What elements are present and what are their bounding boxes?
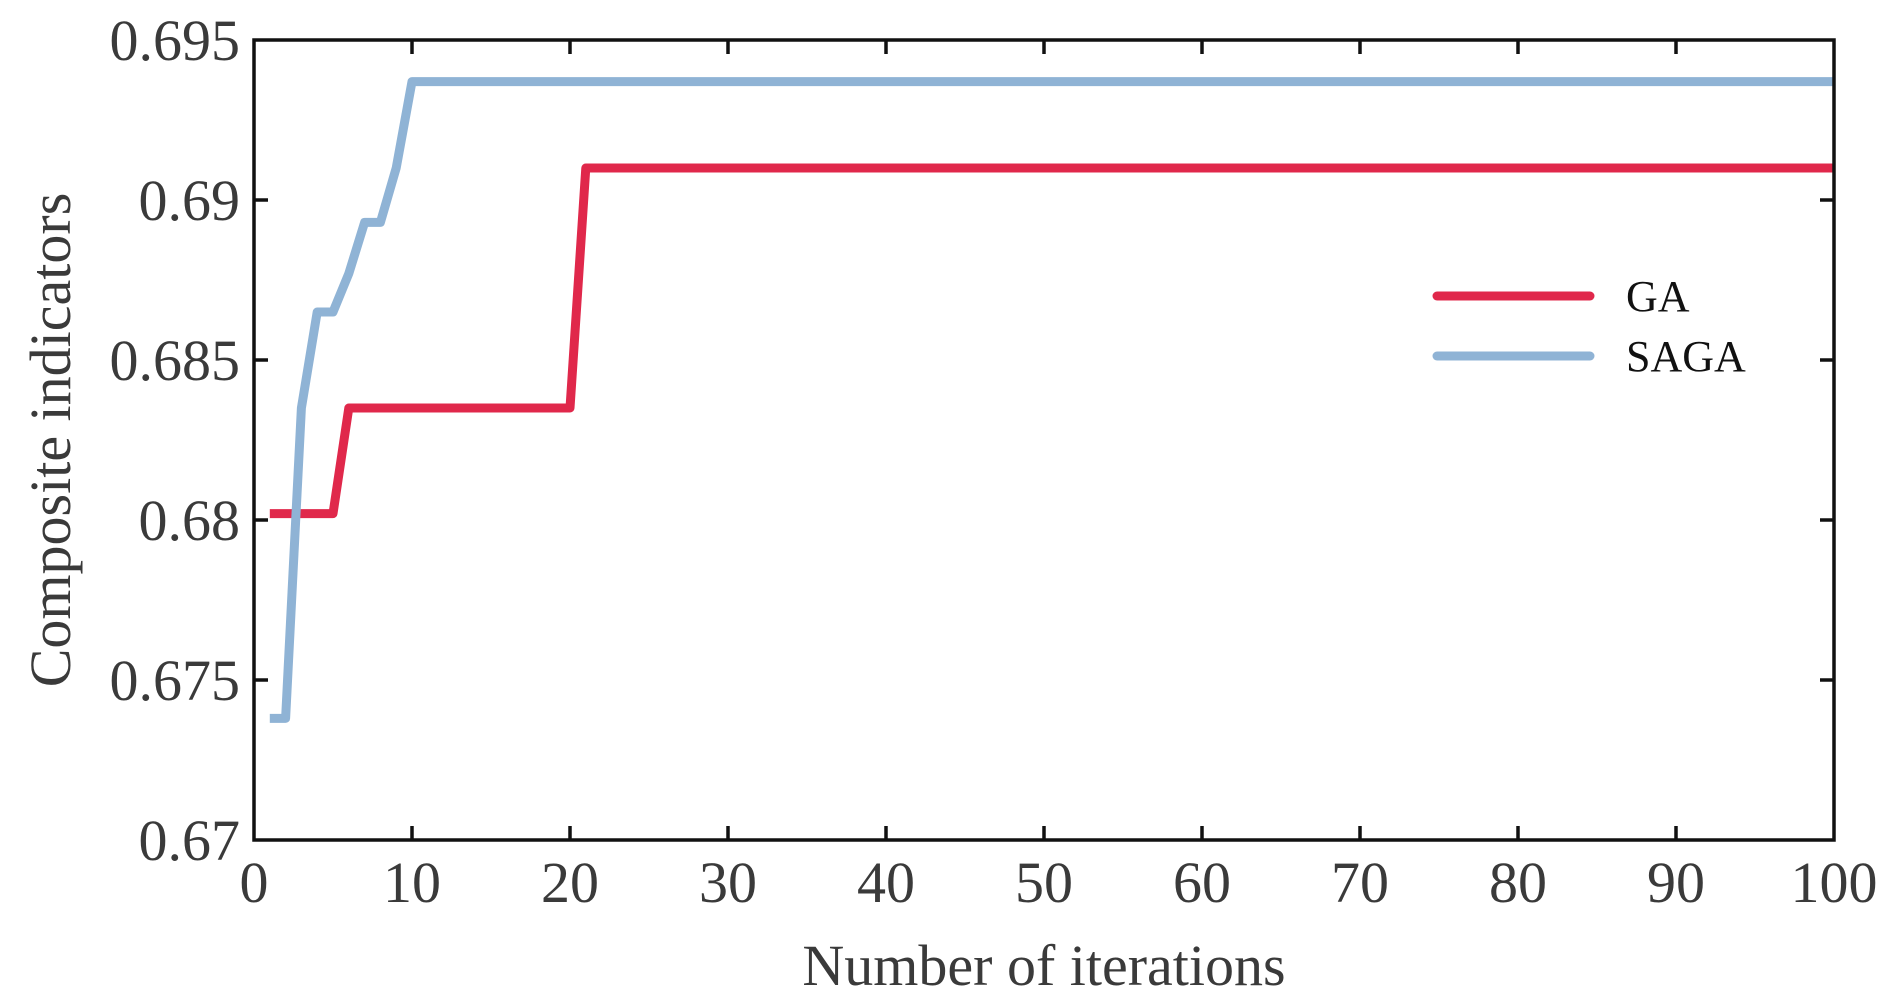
x-tick-label: 100: [1791, 850, 1878, 915]
x-tick-label: 70: [1331, 850, 1389, 915]
legend: GA SAGA: [1432, 272, 1746, 381]
x-tick-label: 10: [383, 850, 441, 915]
series-line-saga: [269, 77, 1834, 723]
x-tick-label: 90: [1647, 850, 1705, 915]
x-tick-label: 0: [240, 850, 269, 915]
x-tick-label: 80: [1489, 850, 1547, 915]
y-tick-label: 0.695: [110, 8, 241, 73]
y-tick-label: 0.685: [110, 328, 241, 393]
x-tick-label: 20: [541, 850, 599, 915]
x-tick-label: 30: [699, 850, 757, 915]
y-axis-title: Composite indicators: [18, 193, 83, 688]
series-line-ga: [269, 163, 1834, 519]
x-axis-title: Number of iterations: [802, 933, 1285, 998]
legend-label-saga: SAGA: [1626, 332, 1746, 381]
y-tick-label: 0.675: [110, 648, 241, 713]
x-tick-label: 40: [857, 850, 915, 915]
x-axis: 0 10 20 30 40 50 60 70 80 90 100: [240, 40, 1878, 915]
x-tick-label: 50: [1015, 850, 1073, 915]
x-tick-label: 60: [1173, 850, 1231, 915]
y-tick-label: 0.68: [139, 488, 241, 553]
y-tick-label: 0.67: [139, 808, 241, 873]
legend-label-ga: GA: [1626, 272, 1690, 321]
y-tick-label: 0.69: [139, 168, 241, 233]
series-layer: [269, 77, 1834, 723]
y-axis: 0.67 0.675 0.68 0.685 0.69 0.695: [110, 8, 1834, 873]
plot-frame: [252, 38, 1836, 842]
